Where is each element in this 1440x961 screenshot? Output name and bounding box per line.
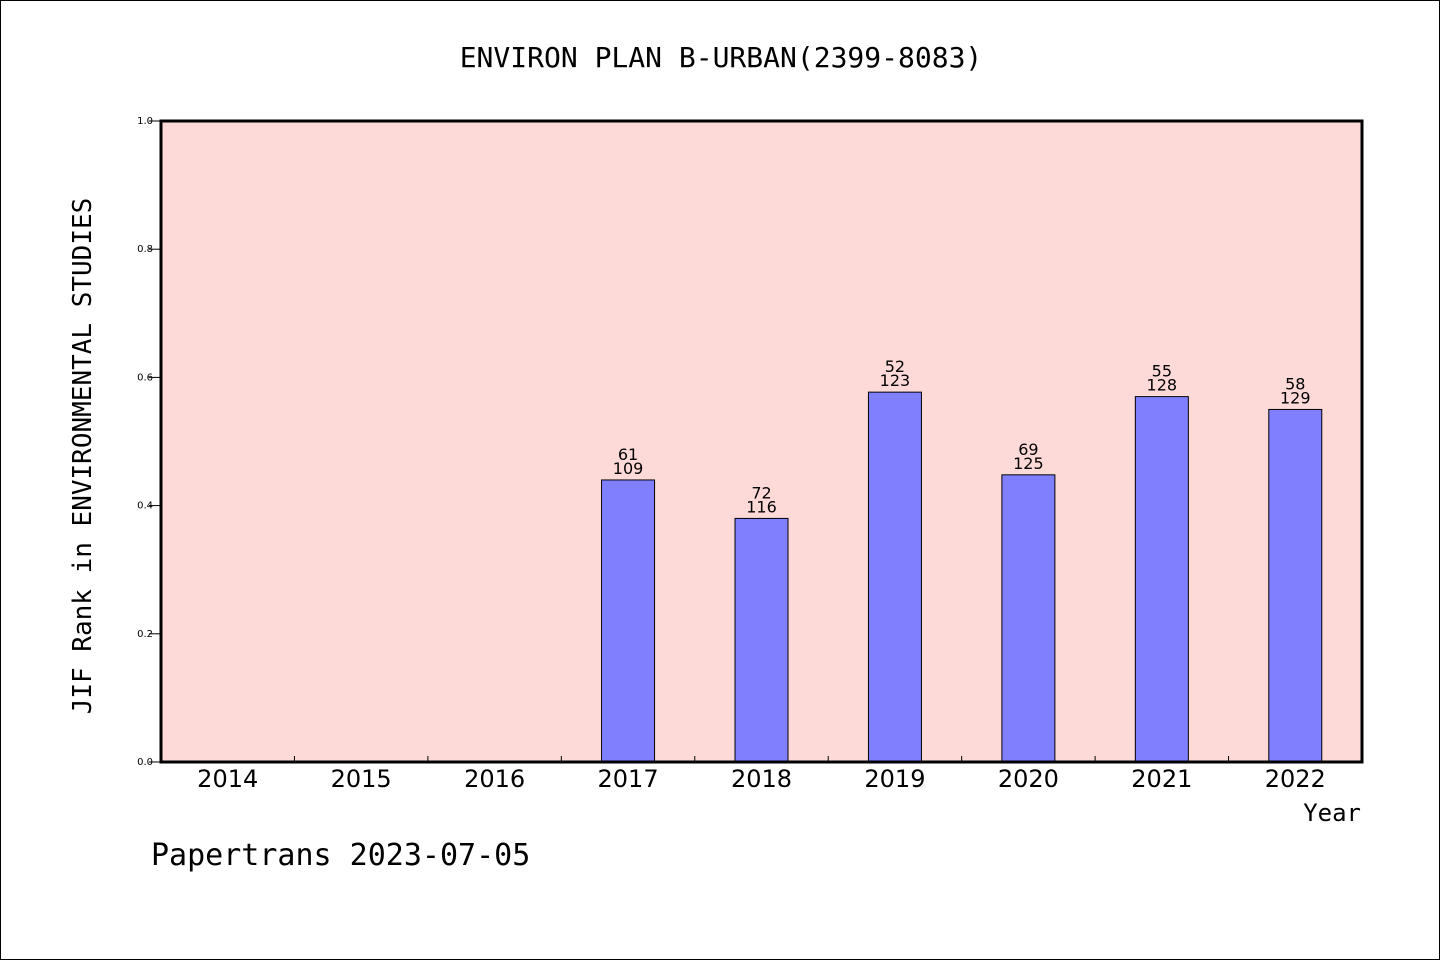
x-tick-label: 2022 bbox=[1265, 765, 1326, 793]
x-axis-label: Year bbox=[1303, 799, 1361, 827]
bar-rank-label: 52 bbox=[885, 357, 905, 376]
bar bbox=[1001, 474, 1056, 763]
bar bbox=[1268, 408, 1323, 763]
x-tick-label: 2015 bbox=[331, 765, 392, 793]
plot-border bbox=[159, 119, 1364, 764]
bar-total-label: 116 bbox=[746, 497, 777, 516]
x-tick-label: 2020 bbox=[998, 765, 1059, 793]
bar-rank-label: 69 bbox=[1018, 440, 1038, 459]
bar bbox=[601, 479, 656, 763]
y-tick-label: 1.0 bbox=[137, 116, 153, 127]
bar-total-label: 123 bbox=[880, 371, 911, 390]
x-tick-label: 2019 bbox=[864, 765, 925, 793]
ticks-layer: 2014 2015 2016 2017 2018 2019 2020 2021 2022 0.0 0… bbox=[137, 116, 1326, 793]
x-tick-label: 2017 bbox=[598, 765, 659, 793]
y-axis-label: JIF Rank in ENVIRONMENTAL STUDIES bbox=[68, 198, 98, 715]
x-tick-label: 2018 bbox=[731, 765, 792, 793]
bar-rank-label: 72 bbox=[751, 483, 771, 502]
bar-total-label: 128 bbox=[1147, 376, 1178, 395]
x-tick-label: 2021 bbox=[1131, 765, 1192, 793]
y-tick-label: 0.0 bbox=[137, 757, 153, 768]
y-tick-label: 0.6 bbox=[137, 372, 153, 383]
bars-layer bbox=[601, 391, 1323, 763]
bar-total-label: 129 bbox=[1280, 388, 1311, 407]
y-tick-label: 0.2 bbox=[137, 629, 153, 640]
bar-rank-label: 55 bbox=[1152, 362, 1172, 381]
x-tick-label: 2014 bbox=[197, 765, 258, 793]
bar bbox=[1134, 396, 1189, 763]
x-tick-label: 2016 bbox=[464, 765, 525, 793]
chart-title: ENVIRON PLAN B-URBAN(2399-8083) bbox=[460, 41, 983, 74]
bar-total-label: 109 bbox=[613, 459, 644, 478]
y-tick-label: 0.4 bbox=[137, 501, 153, 512]
bar bbox=[734, 517, 789, 763]
y-tick-label: 0.8 bbox=[137, 244, 153, 255]
footer-credit: Papertrans 2023-07-05 bbox=[151, 838, 530, 873]
bar-total-label: 125 bbox=[1013, 454, 1044, 473]
bar-rank-label: 61 bbox=[618, 445, 638, 464]
bar-rank-label: 58 bbox=[1285, 374, 1305, 393]
bar bbox=[867, 391, 922, 763]
